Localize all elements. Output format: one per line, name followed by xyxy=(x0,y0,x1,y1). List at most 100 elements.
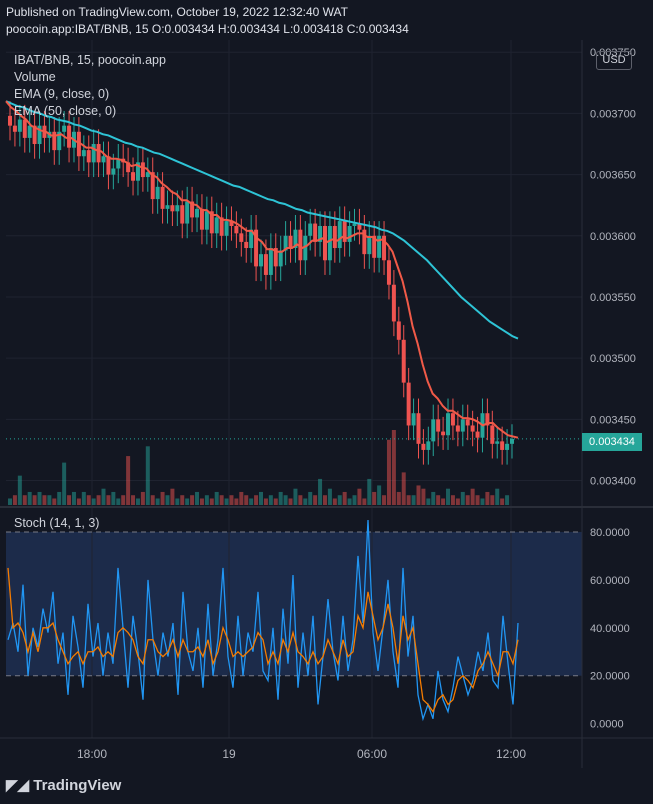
candle-45 xyxy=(229,221,234,226)
volume-bar-64 xyxy=(322,495,327,505)
volume-bar-87 xyxy=(436,495,441,505)
candle-73 xyxy=(367,235,372,255)
volume-bar-32 xyxy=(165,495,170,505)
candle-50 xyxy=(254,229,259,267)
volume-bar-62 xyxy=(313,495,318,505)
volume-bar-85 xyxy=(426,498,431,505)
candle-55 xyxy=(278,250,283,267)
candle-82 xyxy=(411,413,416,426)
candle-94 xyxy=(470,425,475,432)
candle-57 xyxy=(288,235,293,249)
candle-81 xyxy=(406,382,411,426)
stoch-tick-3: 20.0000 xyxy=(590,671,630,683)
volume-bar-98 xyxy=(490,495,495,505)
candle-29 xyxy=(150,172,155,200)
volume-bar-31 xyxy=(160,491,165,505)
volume-bar-88 xyxy=(441,498,446,505)
volume-bar-39 xyxy=(199,498,204,505)
legend-stoch[interactable]: Stoch (14, 1, 3) xyxy=(14,516,100,530)
volume-bar-81 xyxy=(406,495,411,505)
candle-98 xyxy=(490,425,495,444)
volume-bar-66 xyxy=(332,498,337,505)
volume-bar-0 xyxy=(8,498,12,505)
candle-47 xyxy=(239,233,244,242)
volume-bar-2 xyxy=(17,475,22,505)
candle-69 xyxy=(347,226,352,242)
stoch-tick-0: 80.0000 xyxy=(590,527,630,539)
volume-bar-46 xyxy=(234,498,239,505)
volume-bar-89 xyxy=(446,488,451,505)
volume-bar-17 xyxy=(91,498,96,505)
volume-bar-97 xyxy=(485,491,490,505)
candle-9 xyxy=(52,131,57,151)
candle-24 xyxy=(126,162,131,173)
candle-84 xyxy=(421,443,426,450)
volume-bar-58 xyxy=(293,488,298,505)
published-line: Published on TradingView.com, October 19… xyxy=(6,5,348,19)
candle-90 xyxy=(450,413,455,426)
candle-42 xyxy=(214,217,219,234)
time-tick-3: 12:00 xyxy=(496,747,526,761)
candle-11 xyxy=(62,125,67,132)
candle-95 xyxy=(475,431,480,438)
stoch-tick-2: 40.0000 xyxy=(590,623,630,635)
candle-65 xyxy=(327,226,332,261)
volume-bar-61 xyxy=(308,491,313,505)
volume-bar-28 xyxy=(145,446,150,505)
time-tick-0: 18:00 xyxy=(77,747,107,761)
legend-symbol[interactable]: IBAT/BNB, 15, poocoin.app xyxy=(14,53,166,67)
candle-20 xyxy=(106,156,111,175)
candle-3 xyxy=(22,119,27,138)
price-tick-0: 0.003750 xyxy=(590,47,636,59)
legend-ema50[interactable]: EMA (50, close, 0) xyxy=(14,104,117,118)
candle-48 xyxy=(244,241,249,249)
candle-1 xyxy=(12,125,17,132)
candle-64 xyxy=(322,226,327,261)
volume-bar-69 xyxy=(347,498,352,505)
candle-16 xyxy=(86,150,91,163)
candle-38 xyxy=(195,208,200,218)
volume-bar-13 xyxy=(71,491,76,505)
candle-85 xyxy=(426,441,431,450)
candle-66 xyxy=(332,226,337,249)
volume-bar-101 xyxy=(505,495,510,505)
volume-bar-53 xyxy=(268,495,273,505)
currency-button[interactable]: USD xyxy=(596,51,632,70)
candle-31 xyxy=(160,186,165,209)
candle-67 xyxy=(337,221,342,249)
candle-63 xyxy=(318,226,323,242)
candle-71 xyxy=(357,223,362,230)
volume-bar-99 xyxy=(495,488,500,505)
time-tick-2: 06:00 xyxy=(357,747,387,761)
candle-15 xyxy=(81,150,86,157)
volume-bar-29 xyxy=(150,495,155,505)
candle-30 xyxy=(155,186,160,200)
volume-bar-52 xyxy=(263,498,268,505)
candle-26 xyxy=(135,162,140,181)
volume-bar-11 xyxy=(62,462,67,505)
volume-bar-71 xyxy=(357,488,362,505)
volume-bar-22 xyxy=(116,498,121,505)
volume-bar-86 xyxy=(431,491,436,505)
volume-bar-3 xyxy=(22,495,27,505)
volume-bar-96 xyxy=(480,498,485,505)
legend-ema9[interactable]: EMA (9, close, 0) xyxy=(14,87,110,101)
candle-34 xyxy=(175,205,180,212)
candle-99 xyxy=(495,441,500,444)
volume-bar-15 xyxy=(81,491,86,505)
candle-12 xyxy=(67,125,72,148)
price-tick-3: 0.003600 xyxy=(590,231,636,243)
volume-bar-36 xyxy=(185,498,190,505)
legend-volume[interactable]: Volume xyxy=(14,70,56,84)
candle-76 xyxy=(382,235,387,261)
volume-bar-30 xyxy=(155,498,160,505)
candle-91 xyxy=(455,425,460,432)
candle-46 xyxy=(234,226,239,234)
volume-bar-44 xyxy=(224,498,229,505)
tradingview-logo[interactable]: ◤◢ TradingView xyxy=(6,776,121,794)
volume-bar-57 xyxy=(288,498,293,505)
volume-bar-93 xyxy=(465,495,470,505)
ema9-line xyxy=(5,100,519,439)
candle-74 xyxy=(372,235,377,258)
